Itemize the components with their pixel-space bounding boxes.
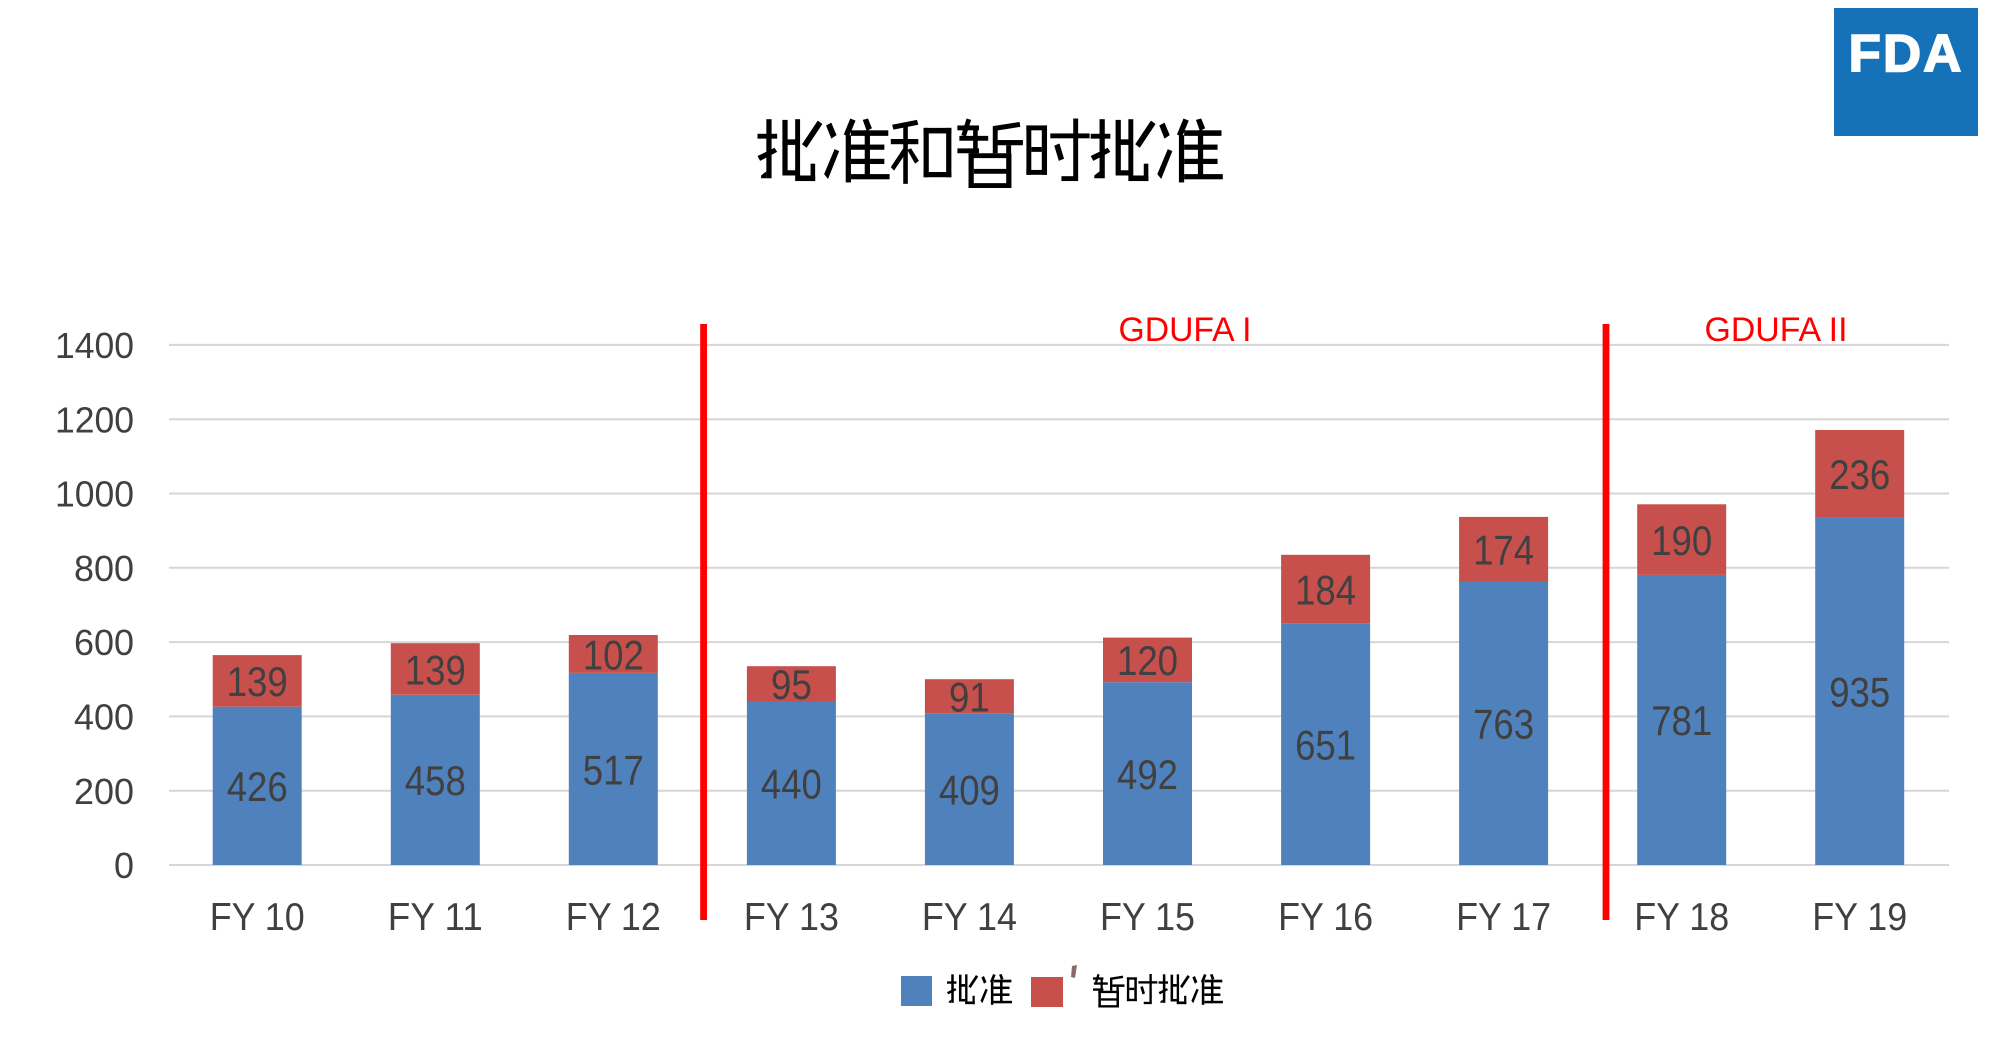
- svg-text:517: 517: [583, 746, 644, 793]
- svg-text:492: 492: [1117, 751, 1178, 798]
- svg-text:FY 10: FY 10: [210, 896, 305, 939]
- svg-text:409: 409: [939, 766, 1000, 813]
- svg-text:FY 12: FY 12: [566, 896, 661, 939]
- svg-text:600: 600: [74, 622, 134, 663]
- svg-text:139: 139: [227, 658, 288, 705]
- svg-text:FY 15: FY 15: [1100, 896, 1195, 939]
- svg-text:440: 440: [761, 761, 822, 808]
- svg-text:FDA: FDA: [1849, 25, 1964, 84]
- svg-text:426: 426: [227, 763, 288, 810]
- svg-text:184: 184: [1295, 566, 1356, 613]
- svg-text:781: 781: [1651, 697, 1712, 744]
- svg-text:120: 120: [1117, 637, 1178, 684]
- svg-text:651: 651: [1295, 721, 1356, 768]
- svg-text:FY 18: FY 18: [1634, 896, 1729, 939]
- svg-text:200: 200: [74, 771, 134, 812]
- svg-text:763: 763: [1473, 701, 1534, 748]
- svg-text:91: 91: [949, 674, 990, 721]
- svg-text:FY 17: FY 17: [1456, 896, 1551, 939]
- svg-text:FY 13: FY 13: [744, 896, 839, 939]
- svg-text:FY 19: FY 19: [1812, 896, 1907, 939]
- svg-text:GDUFA II: GDUFA II: [1705, 311, 1848, 349]
- svg-text:GDUFA I: GDUFA I: [1119, 311, 1252, 349]
- svg-text:236: 236: [1829, 451, 1890, 498]
- svg-text:0: 0: [114, 845, 134, 886]
- svg-text:102: 102: [583, 631, 644, 678]
- svg-text:458: 458: [405, 757, 466, 804]
- svg-text:1200: 1200: [55, 399, 134, 440]
- svg-text:FY 16: FY 16: [1278, 896, 1373, 939]
- svg-text:139: 139: [405, 646, 466, 693]
- svg-text:95: 95: [771, 661, 812, 708]
- svg-text:FY 14: FY 14: [922, 896, 1017, 939]
- svg-text:174: 174: [1473, 527, 1534, 574]
- svg-text:400: 400: [74, 697, 134, 738]
- svg-text:FY 11: FY 11: [388, 896, 483, 939]
- svg-text:800: 800: [74, 548, 134, 589]
- svg-text:190: 190: [1651, 517, 1712, 564]
- svg-text:1000: 1000: [55, 474, 134, 515]
- svg-text:1400: 1400: [55, 325, 134, 366]
- svg-text:935: 935: [1829, 669, 1890, 716]
